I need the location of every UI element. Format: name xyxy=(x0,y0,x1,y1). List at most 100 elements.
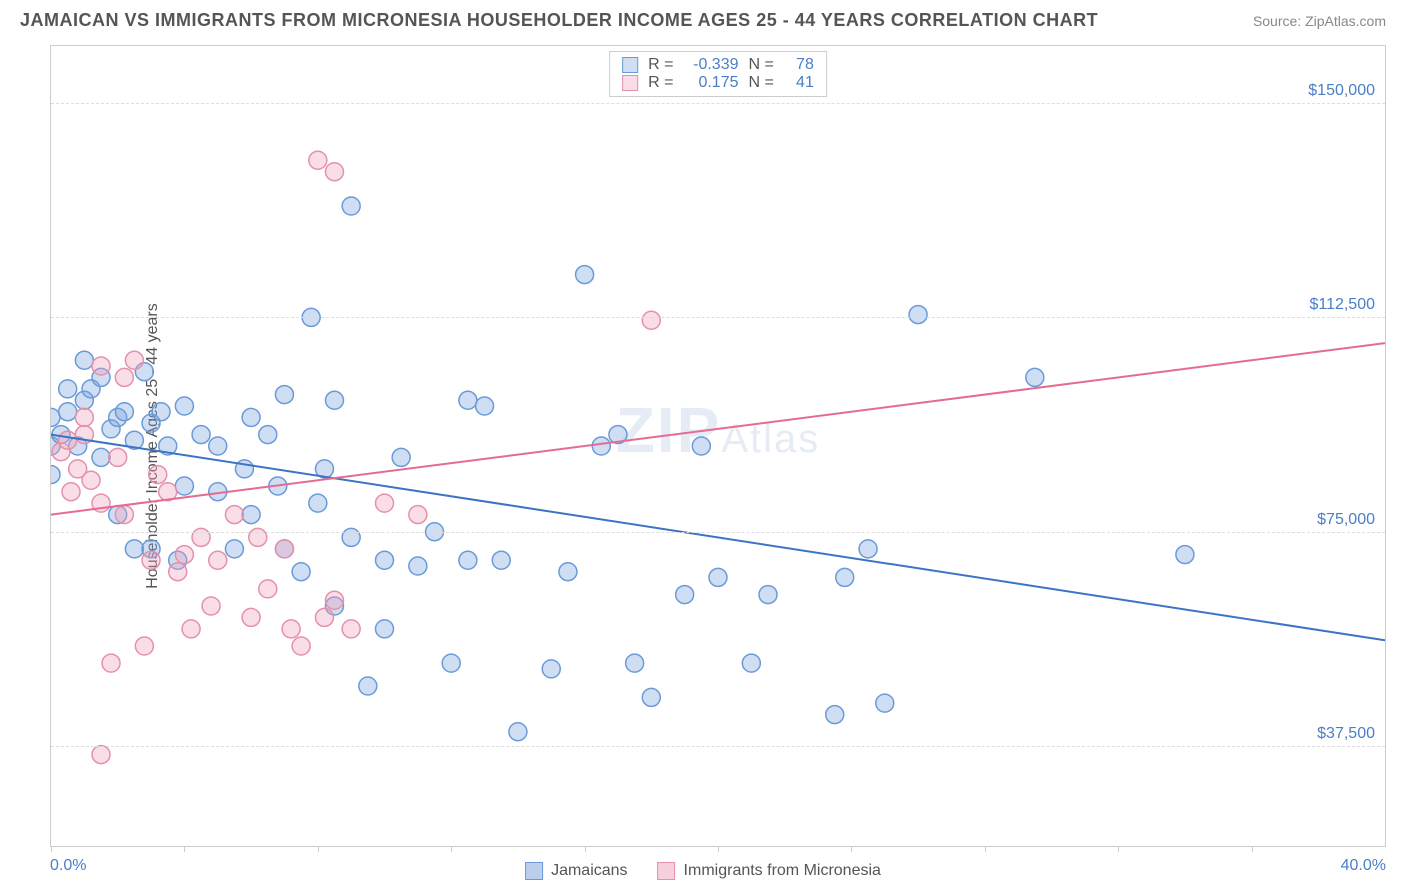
data-point xyxy=(592,437,610,455)
data-point xyxy=(376,551,394,569)
y-tick-label: $150,000 xyxy=(1308,82,1375,100)
source-label: Source: ZipAtlas.com xyxy=(1253,13,1386,29)
r-label: R = xyxy=(648,74,673,92)
data-point xyxy=(759,586,777,604)
data-point xyxy=(1026,368,1044,386)
data-point xyxy=(442,654,460,672)
data-point xyxy=(209,551,227,569)
data-point xyxy=(642,311,660,329)
data-point xyxy=(626,654,644,672)
data-point xyxy=(92,746,110,764)
data-point xyxy=(62,483,80,501)
data-point xyxy=(182,620,200,638)
data-point xyxy=(709,568,727,586)
data-point xyxy=(315,608,333,626)
data-point xyxy=(342,620,360,638)
data-point xyxy=(142,551,160,569)
data-point xyxy=(292,637,310,655)
data-point xyxy=(75,408,93,426)
data-point xyxy=(325,391,343,409)
legend-stat-row: R =0.175N =41 xyxy=(622,74,814,92)
x-min-label: 0.0% xyxy=(50,857,86,875)
x-tick xyxy=(1252,846,1253,852)
legend-swatch xyxy=(658,862,676,880)
x-tick xyxy=(585,846,586,852)
data-point xyxy=(282,620,300,638)
data-point xyxy=(576,266,594,284)
data-point xyxy=(342,197,360,215)
y-tick-label: $112,500 xyxy=(1309,296,1375,314)
correlation-legend: R =-0.339N =78R =0.175N =41 xyxy=(609,51,827,97)
grid-line xyxy=(51,317,1385,318)
data-point xyxy=(242,408,260,426)
data-point xyxy=(476,397,494,415)
data-point xyxy=(115,506,133,524)
data-point xyxy=(92,448,110,466)
y-tick-label: $75,000 xyxy=(1317,511,1375,529)
legend-swatch xyxy=(622,75,638,91)
data-point xyxy=(59,380,77,398)
data-point xyxy=(169,563,187,581)
data-point xyxy=(1176,546,1194,564)
data-point xyxy=(135,637,153,655)
data-point xyxy=(209,437,227,455)
data-point xyxy=(175,397,193,415)
n-value: 41 xyxy=(784,74,814,92)
data-point xyxy=(325,591,343,609)
x-tick xyxy=(318,846,319,852)
n-label: N = xyxy=(749,56,774,74)
data-point xyxy=(259,426,277,444)
data-point xyxy=(59,431,77,449)
x-tick xyxy=(851,846,852,852)
data-point xyxy=(459,551,477,569)
data-point xyxy=(492,551,510,569)
data-point xyxy=(115,403,133,421)
legend-swatch xyxy=(622,57,638,73)
data-point xyxy=(309,494,327,512)
header: JAMAICAN VS IMMIGRANTS FROM MICRONESIA H… xyxy=(0,0,1406,36)
data-point xyxy=(559,563,577,581)
data-point xyxy=(275,540,293,558)
data-point xyxy=(459,391,477,409)
series-legend: Jamaicans Immigrants from Micronesia xyxy=(525,862,881,880)
grid-line xyxy=(51,532,1385,533)
chart-title: JAMAICAN VS IMMIGRANTS FROM MICRONESIA H… xyxy=(20,10,1098,31)
legend-swatch xyxy=(525,862,543,880)
legend-item: Jamaicans xyxy=(525,862,627,880)
x-tick xyxy=(451,846,452,852)
legend-label: Jamaicans xyxy=(551,862,627,880)
data-point xyxy=(225,506,243,524)
data-point xyxy=(242,608,260,626)
legend-item: Immigrants from Micronesia xyxy=(658,862,881,880)
data-point xyxy=(692,437,710,455)
n-label: N = xyxy=(749,74,774,92)
chart-plot-area: ZIPAtlas R =-0.339N =78R =0.175N =41 $37… xyxy=(50,45,1386,847)
data-point xyxy=(409,557,427,575)
data-point xyxy=(376,620,394,638)
data-point xyxy=(125,351,143,369)
data-point xyxy=(59,403,77,421)
data-point xyxy=(325,163,343,181)
data-point xyxy=(175,477,193,495)
data-point xyxy=(392,448,410,466)
data-point xyxy=(225,540,243,558)
data-point xyxy=(859,540,877,558)
data-point xyxy=(275,386,293,404)
data-point xyxy=(292,563,310,581)
data-point xyxy=(376,494,394,512)
data-point xyxy=(909,306,927,324)
data-point xyxy=(175,546,193,564)
r-value: -0.339 xyxy=(684,56,739,74)
data-point xyxy=(676,586,694,604)
scatter-svg xyxy=(51,46,1385,846)
data-point xyxy=(836,568,854,586)
x-max-label: 40.0% xyxy=(1341,857,1386,875)
data-point xyxy=(359,677,377,695)
data-point xyxy=(192,426,210,444)
data-point xyxy=(51,466,60,484)
data-point xyxy=(509,723,527,741)
x-tick xyxy=(51,846,52,852)
data-point xyxy=(152,403,170,421)
grid-line xyxy=(51,746,1385,747)
data-point xyxy=(202,597,220,615)
